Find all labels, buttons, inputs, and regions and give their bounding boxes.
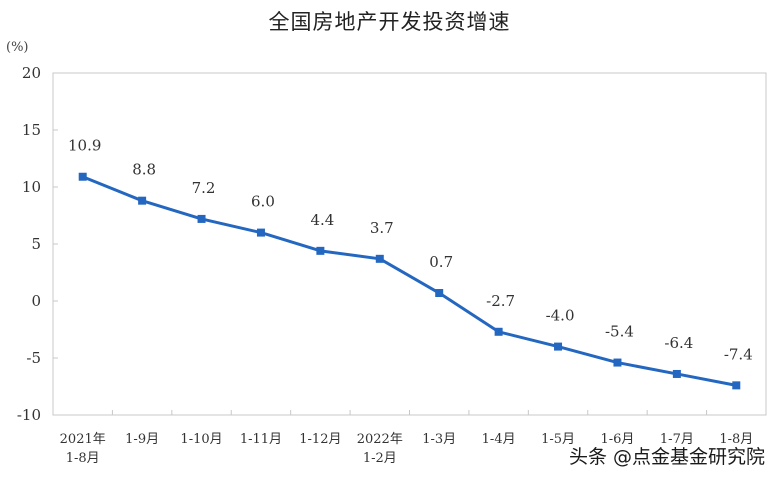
x-tick-label: 1-9月 xyxy=(125,432,159,447)
x-tick-label: 1-10月 xyxy=(180,432,222,447)
data-label: -5.4 xyxy=(605,323,634,341)
x-tick-label: 2022年 xyxy=(357,432,403,447)
data-label: 3.7 xyxy=(370,219,394,237)
y-tick-label: 0 xyxy=(31,292,41,310)
x-tick-label: 1-8月 xyxy=(66,451,100,466)
x-tick-label: 1-3月 xyxy=(422,432,456,447)
data-point-marker xyxy=(494,327,503,336)
x-tick-label: 1-5月 xyxy=(541,432,575,447)
x-tick-label: 2021年 xyxy=(60,432,106,447)
data-point-marker xyxy=(197,214,206,223)
watermark: 头条 @点金基金研究院 xyxy=(568,446,765,468)
data-label: 8.8 xyxy=(132,161,156,179)
x-tick-label: 1-8月 xyxy=(719,432,753,447)
series-line xyxy=(82,175,737,387)
x-tick-label: 1-7月 xyxy=(660,432,694,447)
data-point-marker xyxy=(672,369,681,378)
x-tick-label: 1-6月 xyxy=(600,432,634,447)
data-label: 10.9 xyxy=(68,137,101,155)
data-label: 0.7 xyxy=(429,253,453,271)
data-point-marker xyxy=(256,228,265,237)
plot-area-frame xyxy=(52,72,767,416)
data-point-marker xyxy=(375,254,384,263)
data-point-marker xyxy=(78,172,87,181)
data-point-marker xyxy=(613,358,622,367)
y-tick-label: 20 xyxy=(22,64,41,82)
x-tick-label: 1-2月 xyxy=(363,451,397,466)
x-tick-label: 1-4月 xyxy=(482,432,516,447)
y-tick-label: -5 xyxy=(26,349,41,367)
data-point-marker xyxy=(316,246,325,255)
data-point-marker xyxy=(554,342,563,351)
data-label: -2.7 xyxy=(486,292,515,310)
data-point-marker xyxy=(138,196,147,205)
y-tick-label: 15 xyxy=(22,121,41,139)
data-label: 4.4 xyxy=(310,211,334,229)
data-label: 6.0 xyxy=(251,193,275,211)
data-label: -7.4 xyxy=(724,345,753,363)
y-tick-label: 5 xyxy=(31,235,41,253)
chart-title: 全国房地产开发投资增速 xyxy=(268,10,511,34)
data-point-marker xyxy=(732,381,741,390)
y-tick-label: 10 xyxy=(22,178,41,196)
x-tick-label: 1-11月 xyxy=(240,432,282,447)
data-point-marker xyxy=(435,289,444,298)
data-label: -4.0 xyxy=(546,307,575,325)
y-tick-label: -10 xyxy=(17,406,41,424)
y-axis-unit-label: (%) xyxy=(6,40,29,55)
data-label: -6.4 xyxy=(664,334,693,352)
x-tick-label: 1-12月 xyxy=(299,432,341,447)
data-label: 7.2 xyxy=(192,179,216,197)
